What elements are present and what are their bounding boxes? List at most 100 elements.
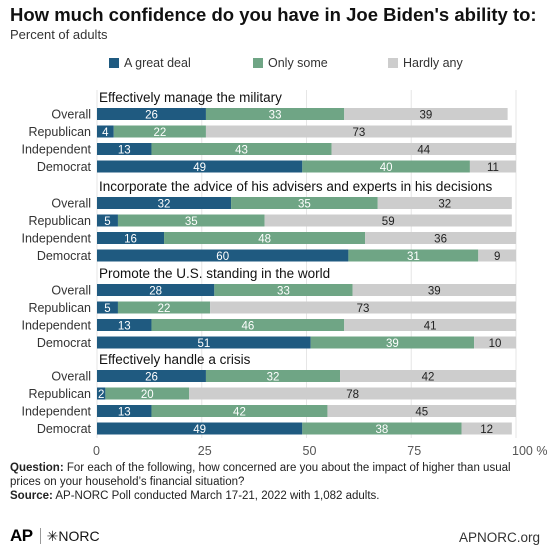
legend-swatch-great-deal [109, 58, 119, 68]
data-label: 42 [422, 371, 435, 383]
data-label: 45 [415, 406, 428, 418]
logo-bar: AP ✳NORC [10, 526, 100, 546]
footer-notes: Question: For each of the following, how… [10, 461, 540, 503]
bar-segment-only-some [151, 405, 328, 417]
x-tick-label: 0 [93, 444, 100, 458]
data-label: 12 [480, 424, 493, 436]
x-tick-label: 50 [303, 444, 317, 458]
legend-item-great-deal: A great deal [109, 56, 191, 70]
norc-logo-text: NORC [58, 527, 100, 544]
data-label: 26 [145, 109, 158, 121]
bar-segment-hardly-any [461, 422, 512, 435]
x-tick-label: 100 % [512, 444, 547, 458]
bar-segment-hardly-any [344, 108, 508, 120]
bar-segment-a-great-deal [97, 160, 303, 173]
data-label: 44 [417, 144, 430, 156]
bar-segment-only-some [348, 249, 479, 262]
bar-segment-hardly-any [189, 387, 516, 400]
question-text: For each of the following, how concerned… [10, 462, 511, 488]
data-label: 10 [489, 338, 502, 350]
data-label: 13 [118, 144, 131, 156]
data-label: 28 [149, 285, 162, 297]
ap-logo: AP [10, 526, 33, 545]
bar-segment-a-great-deal [97, 284, 215, 296]
bar-segment-a-great-deal [97, 301, 118, 314]
bar-segment-a-great-deal [97, 108, 206, 120]
legend-label: Hardly any [403, 56, 463, 70]
x-tick-label: 75 [407, 444, 421, 458]
source-text: AP-NORC Poll conducted March 17-21, 2022… [55, 490, 380, 502]
data-label: 36 [434, 233, 447, 245]
chart-subtitle: Percent of adults [10, 27, 108, 42]
data-label: 59 [382, 216, 395, 228]
source-label: Source: [10, 490, 53, 502]
group-title: Effectively manage the military [99, 90, 282, 105]
bar-segment-only-some [117, 214, 265, 227]
bar-segment-a-great-deal [97, 405, 152, 417]
data-label: 38 [376, 424, 389, 436]
bar-segment-a-great-deal [97, 370, 206, 382]
data-label: 78 [346, 389, 359, 401]
bar-segment-a-great-deal [97, 214, 118, 227]
row-label: Democrat [37, 249, 92, 263]
data-label: 46 [241, 320, 254, 332]
row-label: Overall [51, 284, 91, 298]
bar-segment-hardly-any [205, 125, 512, 138]
data-label: 5 [104, 216, 110, 228]
bar-segment-hardly-any [210, 301, 516, 314]
bar-segment-only-some [113, 125, 206, 138]
bar-segment-only-some [151, 319, 345, 331]
data-label: 4 [102, 127, 109, 139]
data-label: 35 [298, 198, 311, 210]
norc-star-icon: ✳ [46, 527, 59, 544]
data-label: 39 [428, 285, 441, 297]
data-label: 26 [145, 371, 158, 383]
bar-segment-hardly-any [377, 197, 512, 209]
group-title: Promote the U.S. standing in the world [99, 266, 330, 281]
bar-segment-only-some [205, 370, 341, 382]
data-label: 16 [124, 233, 137, 245]
site-url: APNORC.org [458, 530, 540, 545]
data-label: 41 [424, 320, 437, 332]
legend-swatch-only-some [253, 58, 263, 68]
norc-logo: ✳NORC [47, 528, 100, 545]
data-label: 32 [438, 198, 451, 210]
bar-segment-hardly-any [352, 284, 516, 296]
bar-segment-only-some [117, 301, 211, 314]
data-label: 49 [193, 162, 206, 174]
data-label: 60 [216, 251, 229, 263]
row-label: Democrat [37, 160, 92, 174]
bar-segment-only-some [231, 197, 378, 209]
bar-segment-hardly-any [474, 336, 516, 349]
data-label: 22 [158, 303, 171, 315]
row-label: Independent [21, 143, 91, 157]
bar-segment-hardly-any [327, 405, 516, 417]
bar-segment-only-some [302, 160, 470, 173]
row-label: Republican [28, 125, 91, 139]
bar-segment-only-some [214, 284, 353, 296]
bar-segment-hardly-any [469, 160, 516, 173]
x-tick-label: 25 [198, 444, 212, 458]
legend-swatch-hardly-any [388, 58, 398, 68]
bar-segment-a-great-deal [97, 143, 152, 155]
data-label: 22 [153, 127, 166, 139]
group-title: Incorporate the advice of his advisers a… [99, 179, 492, 194]
data-label: 42 [233, 406, 246, 418]
bar-segment-a-great-deal [97, 232, 165, 244]
bar-segment-hardly-any [365, 232, 516, 244]
bar-segment-only-some [302, 422, 462, 435]
bar-segment-only-some [105, 387, 190, 400]
row-label: Overall [51, 370, 91, 384]
data-label: 5 [104, 303, 110, 315]
row-label: Overall [51, 108, 91, 122]
data-label: 2 [98, 389, 104, 401]
bar-segment-only-some [310, 336, 475, 349]
bar-segment-hardly-any [340, 370, 516, 382]
logo-divider [39, 528, 41, 544]
question-note: Question: For each of the following, how… [10, 461, 540, 489]
bar-segment-hardly-any [331, 143, 516, 155]
bar-segment-only-some [151, 143, 332, 155]
row-label: Republican [28, 387, 91, 401]
bar-segment-hardly-any [264, 214, 512, 227]
